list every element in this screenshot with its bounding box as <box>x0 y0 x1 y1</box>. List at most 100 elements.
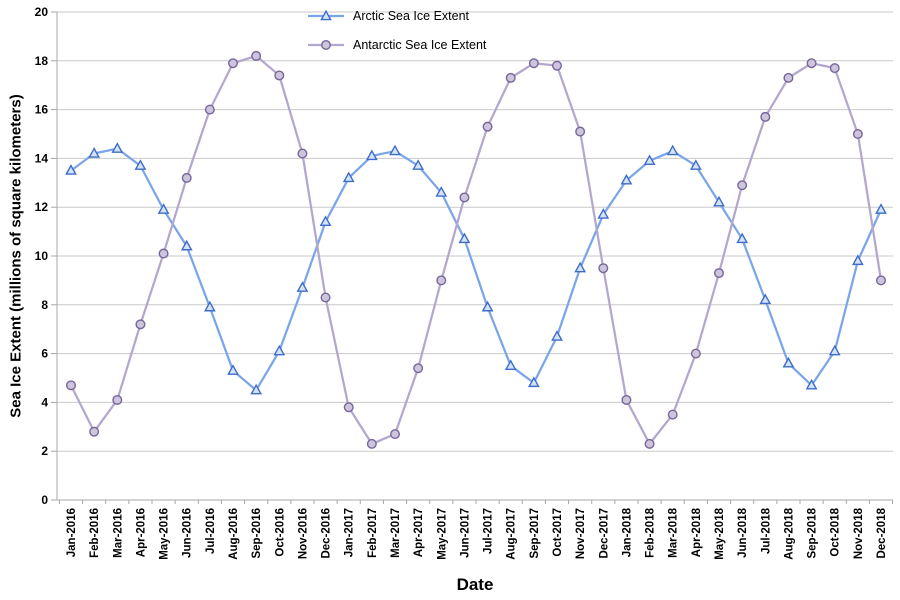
antarctic-marker <box>714 268 725 279</box>
y-tick-label: 2 <box>41 444 48 458</box>
x-tick-label: Mar-2017 <box>390 508 402 558</box>
arctic-marker <box>319 215 332 227</box>
arctic-marker <box>851 254 864 266</box>
antarctic-marker <box>644 438 655 449</box>
x-tick-label: Jan-2017 <box>344 508 356 557</box>
antarctic-marker <box>158 248 169 259</box>
y-tick-label: 20 <box>35 5 49 19</box>
antarctic-marker <box>135 319 146 330</box>
arctic-marker <box>134 159 147 170</box>
antarctic-marker <box>876 275 887 286</box>
x-tick-label: May-2016 <box>159 508 171 560</box>
arctic-marker <box>759 293 772 305</box>
y-tick-label: 8 <box>41 298 48 312</box>
legend-item-antarctic: Antarctic Sea Ice Extent <box>306 37 486 53</box>
antarctic-marker <box>65 380 76 391</box>
arctic-marker <box>620 173 633 185</box>
x-tick-label: Aug-2016 <box>228 508 240 560</box>
y-tick-label: 18 <box>35 54 49 68</box>
x-tick-label: Jun-2018 <box>737 507 749 557</box>
x-tick-label: Oct-2016 <box>274 508 286 557</box>
antarctic-marker <box>413 363 424 374</box>
x-tick-label: Oct-2018 <box>830 507 842 556</box>
arctic-marker <box>481 300 494 312</box>
antarctic-marker <box>852 128 863 139</box>
x-tick-label: Dec-2018 <box>876 507 888 558</box>
x-tick-label: Jun-2017 <box>459 508 471 558</box>
arctic-marker <box>597 208 610 219</box>
arctic-marker <box>875 203 887 214</box>
x-tick-label: Feb-2017 <box>367 508 379 558</box>
arctic-marker <box>203 300 216 312</box>
arctic-marker <box>227 364 239 375</box>
antarctic-marker <box>505 72 516 83</box>
antarctic-marker <box>528 58 539 69</box>
arctic-marker <box>365 149 378 161</box>
x-tick-label: Mar-2016 <box>112 508 124 558</box>
antarctic-marker <box>390 429 401 440</box>
x-tick-label: Sep-2017 <box>529 508 541 559</box>
arctic-marker <box>527 376 540 388</box>
arctic-series-line <box>70 147 883 392</box>
arctic-marker <box>273 344 286 356</box>
x-tick-label: Nov-2017 <box>575 508 587 559</box>
y-tick-label: 14 <box>35 151 49 165</box>
antarctic-marker <box>621 394 632 405</box>
x-tick-label: Jun-2016 <box>182 508 194 558</box>
antarctic-marker <box>112 394 123 405</box>
x-tick-label: Jan-2016 <box>66 508 78 557</box>
legend-item-arctic: Arctic Sea Ice Extent <box>306 8 486 24</box>
x-tick-label: Feb-2018 <box>645 507 657 557</box>
x-tick-label: Aug-2017 <box>506 508 518 560</box>
arctic-marker <box>782 356 795 368</box>
x-tick-label: Apr-2016 <box>135 508 147 557</box>
x-tick-label: May-2018 <box>714 507 726 559</box>
y-tick-label: 12 <box>35 200 49 214</box>
arctic-marker <box>551 330 563 341</box>
arctic-marker <box>666 144 679 156</box>
antarctic-marker <box>204 104 215 115</box>
y-tick-label: 0 <box>41 493 48 507</box>
arctic-marker <box>342 171 355 183</box>
arctic-marker <box>643 154 656 166</box>
antarctic-marker <box>228 58 239 69</box>
antarctic-marker <box>760 111 771 122</box>
antarctic-marker <box>274 70 285 81</box>
antarctic-marker <box>482 121 493 132</box>
x-tick-label: Jul-2017 <box>483 508 495 554</box>
arctic-marker <box>805 378 818 390</box>
antarctic-marker <box>598 263 609 274</box>
antarctic-marker <box>297 148 308 159</box>
antarctic-marker <box>552 60 563 71</box>
antarctic-marker <box>829 63 840 74</box>
antarctic-series-line <box>69 54 883 446</box>
antarctic-marker <box>737 180 748 191</box>
arctic-marker <box>389 144 401 156</box>
x-tick-label: Sep-2016 <box>251 508 263 559</box>
arctic-marker <box>828 344 841 356</box>
legend-label-antarctic: Antarctic Sea Ice Extent <box>353 38 487 52</box>
arctic-marker <box>713 195 725 207</box>
antarctic-marker <box>667 409 678 420</box>
arctic-marker <box>111 142 124 153</box>
arctic-marker <box>296 281 309 292</box>
x-tick-label: Apr-2018 <box>691 507 703 557</box>
y-tick-label: 16 <box>35 103 49 117</box>
antarctic-marker <box>181 172 192 183</box>
antarctic-marker <box>343 402 354 413</box>
x-tick-label: Oct-2017 <box>552 508 564 557</box>
arctic-marker <box>157 203 170 214</box>
x-tick-label: Apr-2017 <box>413 508 425 557</box>
antarctic-marker <box>436 275 447 286</box>
x-tick-label: May-2017 <box>436 508 448 560</box>
antarctic-marker <box>89 426 100 437</box>
arctic-marker <box>458 232 471 244</box>
antarctic-marker <box>783 72 794 83</box>
x-tick-label: Nov-2018 <box>853 507 865 559</box>
x-axis-title: Date <box>456 575 494 594</box>
x-tick-label: Mar-2018 <box>668 507 680 557</box>
antarctic-marker <box>459 192 470 203</box>
y-axis-title: Sea Ice Extent (millions of square kilom… <box>7 94 25 418</box>
